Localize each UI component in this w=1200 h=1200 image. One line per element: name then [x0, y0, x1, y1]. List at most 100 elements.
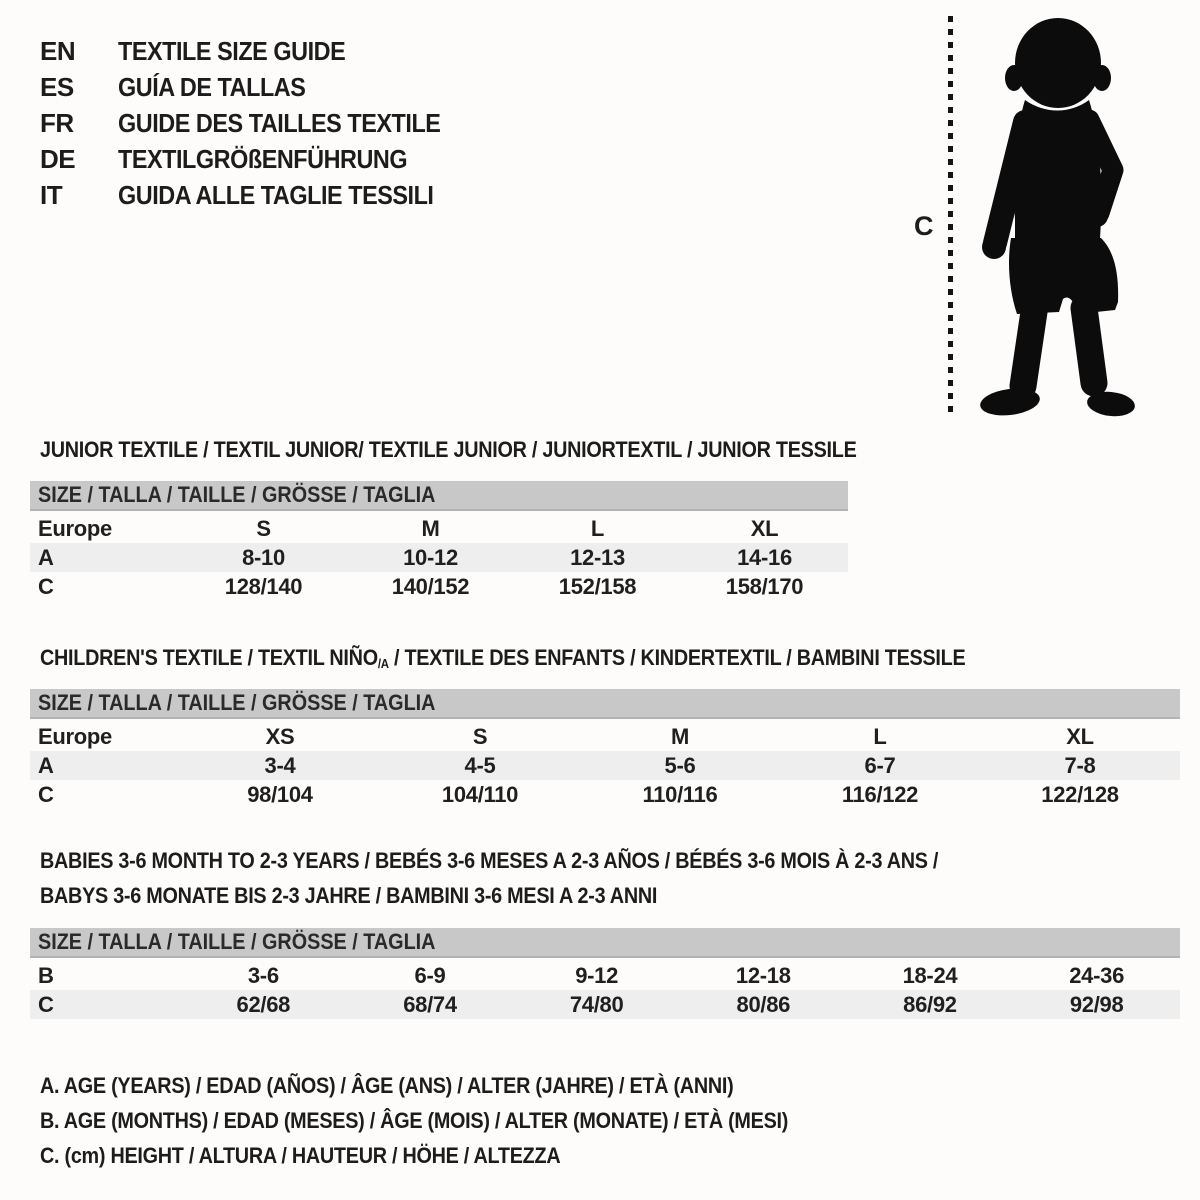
table-row-age: A 3-4 4-5 5-6 6-7 7-8 — [30, 751, 1180, 780]
row-label-cell: A — [38, 752, 54, 778]
size-header-text: SIZE / TALLA / TAILLE / GRÖSSE / TAGLIA — [38, 929, 436, 954]
babies-title-text-line1: BABIES 3-6 MONTH TO 2-3 YEARS / BEBÉS 3-… — [40, 848, 939, 873]
children-title-before: CHILDREN'S TEXTILE / TEXTIL NIÑO — [40, 645, 378, 670]
footnote-text: B. AGE (MONTHS) / EDAD (MESES) / ÂGE (MO… — [40, 1107, 789, 1133]
size-header-bar: SIZE / TALLA / TAILLE / GRÖSSE / TAGLIA — [30, 928, 1180, 958]
age-cell: 4-5 — [464, 752, 496, 778]
age-cell: 7-8 — [1064, 752, 1096, 778]
row-label-cell: C — [38, 781, 54, 807]
children-table: Europe XS S M L XL A 3-4 4-5 5-6 6-7 7-8… — [30, 722, 1180, 809]
footnotes: A. AGE (YEARS) / EDAD (AÑOS) / ÂGE (ANS)… — [40, 1068, 871, 1173]
age-cell: 14-16 — [737, 544, 792, 570]
size-cell: XS — [265, 723, 295, 749]
height-cell: 158/170 — [725, 573, 804, 599]
height-cell: 128/140 — [224, 573, 303, 599]
row-label-cell: Europe — [38, 515, 112, 541]
height-cell: 92/98 — [1069, 991, 1124, 1017]
table-row-age: A 8-10 10-12 12-13 14-16 — [30, 543, 848, 572]
height-cell: 104/110 — [441, 781, 519, 807]
size-cell: L — [873, 723, 887, 749]
table-row-height: C 98/104 104/110 110/116 116/122 122/128 — [30, 780, 1180, 809]
measurement-c-label: C — [914, 211, 934, 241]
age-cell: 8-10 — [242, 544, 285, 570]
height-cell: 98/104 — [247, 781, 313, 807]
size-header-bar: SIZE / TALLA / TAILLE / GRÖSSE / TAGLIA — [30, 481, 848, 511]
junior-table: Europe S M L XL A 8-10 10-12 12-13 14-16… — [30, 514, 848, 601]
footnote-text: A. AGE (YEARS) / EDAD (AÑOS) / ÂGE (ANS)… — [40, 1072, 734, 1098]
table-row-europe: Europe S M L XL — [30, 514, 848, 543]
language-row-fr: FR GUIDE DES TAILLES TEXTILE — [40, 105, 476, 141]
height-cell: 62/68 — [236, 991, 291, 1017]
footnote-line-b: B. AGE (MONTHS) / EDAD (MESES) / ÂGE (MO… — [40, 1103, 871, 1138]
language-row-en: EN TEXTILE SIZE GUIDE — [40, 33, 476, 69]
children-section-title: CHILDREN'S TEXTILE / TEXTIL NIÑO/A / TEX… — [40, 645, 1068, 671]
language-title: GUIDE DES TAILLES TEXTILE — [118, 107, 441, 138]
months-cell: 3-6 — [247, 962, 279, 988]
language-title: TEXTILE SIZE GUIDE — [118, 35, 346, 66]
age-cell: 10-12 — [403, 544, 458, 570]
size-cell: L — [590, 515, 605, 541]
table-row-months: B 3-6 6-9 9-12 12-18 18-24 24-36 — [30, 961, 1180, 990]
footnote-line-c: C. (cm) HEIGHT / ALTURA / HAUTEUR / HÖHE… — [40, 1138, 871, 1173]
language-title: GUIDA ALLE TAGLIE TESSILI — [118, 179, 434, 210]
language-row-it: IT GUIDA ALLE TAGLIE TESSILI — [40, 177, 476, 213]
age-cell: 5-6 — [664, 752, 696, 778]
language-code: EN — [40, 35, 76, 66]
height-cell: 86/92 — [903, 991, 957, 1017]
children-title-after: / TEXTILE DES ENFANTS / KINDERTEXTIL / B… — [388, 645, 966, 670]
height-cell: 80/86 — [736, 991, 791, 1017]
babies-title-text-line2: BABYS 3-6 MONATE BIS 2-3 JAHRE / BAMBINI… — [40, 883, 658, 908]
table-row-height: C 62/68 68/74 74/80 80/86 86/92 92/98 — [30, 990, 1180, 1019]
height-cell: 68/74 — [403, 991, 457, 1017]
children-title-text: CHILDREN'S TEXTILE / TEXTIL NIÑO/A / TEX… — [40, 645, 966, 672]
size-cell: M — [421, 515, 440, 541]
size-header-bar: SIZE / TALLA / TAILLE / GRÖSSE / TAGLIA — [30, 689, 1180, 719]
language-row-de: DE TEXTILGRÖßENFÜHRUNG — [40, 141, 476, 177]
row-label-cell: Europe — [38, 723, 112, 749]
row-label-cell: C — [38, 991, 54, 1017]
height-cell: 74/80 — [569, 991, 624, 1017]
height-dashed-line — [948, 16, 953, 414]
language-row-es: ES GUÍA DE TALLAS — [40, 69, 476, 105]
language-title: TEXTILGRÖßENFÜHRUNG — [118, 143, 408, 174]
row-label-cell: A — [38, 544, 54, 570]
size-cell: S — [256, 515, 271, 541]
table-row-europe: Europe XS S M L XL — [30, 722, 1180, 751]
babies-section-title-line2: BABYS 3-6 MONATE BIS 2-3 JAHRE / BAMBINI… — [40, 883, 726, 909]
age-cell: 6-7 — [864, 752, 896, 778]
junior-title-text: JUNIOR TEXTILE / TEXTIL JUNIOR/ TEXTILE … — [40, 437, 857, 462]
babies-table: B 3-6 6-9 9-12 12-18 18-24 24-36 C 62/68… — [30, 961, 1180, 1019]
babies-section-title-line1: BABIES 3-6 MONTH TO 2-3 YEARS / BEBÉS 3-… — [40, 848, 1038, 874]
size-cell: XL — [750, 515, 779, 541]
language-code: ES — [40, 71, 74, 102]
table-row-height: C 128/140 140/152 152/158 158/170 — [30, 572, 848, 601]
height-cell: 110/116 — [642, 781, 718, 807]
months-cell: 24-36 — [1069, 962, 1125, 988]
age-cell: 3-4 — [264, 752, 296, 778]
toddler-silhouette-icon — [980, 18, 1135, 417]
age-cell: 12-13 — [570, 544, 625, 570]
footnote-text: C. (cm) HEIGHT / ALTURA / HAUTEUR / HÖHE… — [40, 1142, 561, 1168]
height-cell: 152/158 — [558, 573, 637, 599]
language-list: EN TEXTILE SIZE GUIDE ES GUÍA DE TALLAS … — [40, 33, 476, 213]
language-code: IT — [40, 179, 63, 210]
size-header-text: SIZE / TALLA / TAILLE / GRÖSSE / TAGLIA — [38, 482, 436, 507]
language-code: DE — [40, 143, 76, 174]
months-cell: 6-9 — [414, 962, 446, 988]
junior-section-title: JUNIOR TEXTILE / TEXTIL JUNIOR/ TEXTILE … — [40, 437, 947, 463]
language-code: FR — [40, 107, 74, 138]
months-cell: 12-18 — [735, 962, 791, 988]
children-title-sub: /A — [377, 656, 389, 672]
height-cell: 122/128 — [1041, 781, 1119, 807]
height-cell: 140/152 — [391, 573, 470, 599]
babies-size-table: SIZE / TALLA / TAILLE / GRÖSSE / TAGLIA … — [30, 928, 1180, 1019]
size-cell: S — [472, 723, 488, 749]
row-label-cell: B — [38, 962, 54, 988]
junior-size-table: SIZE / TALLA / TAILLE / GRÖSSE / TAGLIA … — [30, 481, 848, 601]
size-header-text: SIZE / TALLA / TAILLE / GRÖSSE / TAGLIA — [38, 690, 436, 715]
months-cell: 18-24 — [902, 962, 958, 988]
row-label-cell: C — [38, 573, 54, 599]
size-cell: XL — [1066, 723, 1094, 749]
language-title: GUÍA DE TALLAS — [118, 71, 306, 102]
